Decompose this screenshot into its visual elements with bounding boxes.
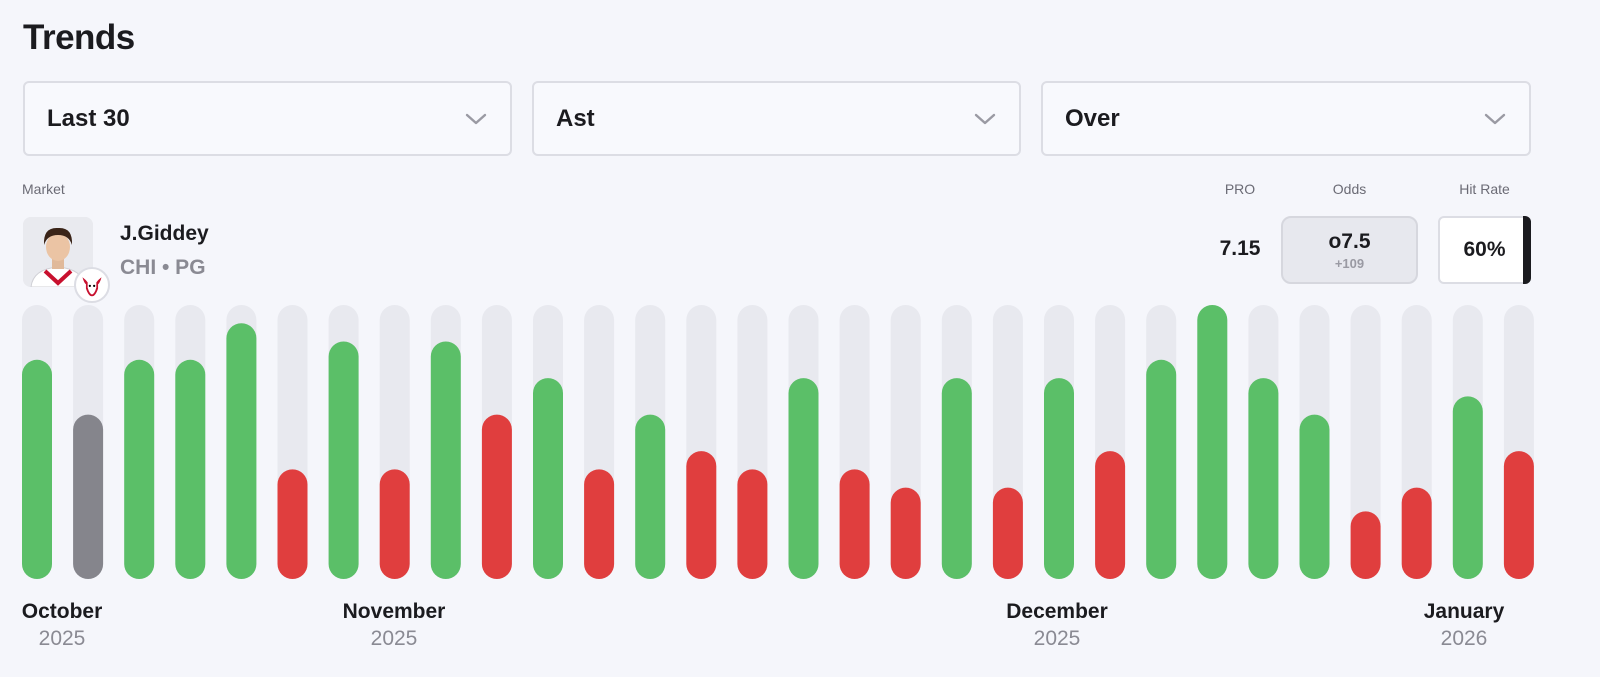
game-bar-miss[interactable] (737, 469, 768, 579)
game-bar-miss[interactable] (1095, 451, 1126, 579)
market-column-label: Market (22, 181, 65, 197)
game-bar-miss[interactable] (481, 414, 512, 579)
chevron-down-icon (465, 113, 487, 124)
player-team-position: CHI • PG (120, 256, 206, 279)
odds-line: o7.5 (1328, 230, 1371, 253)
game-bar-hit[interactable] (941, 378, 972, 579)
side-dropdown[interactable]: Over (1041, 81, 1531, 156)
month-label-december: December 2025 (1006, 600, 1108, 650)
side-dropdown-label: Over (1065, 104, 1120, 132)
odds-price: +109 (1334, 256, 1365, 271)
player-headshot-icon (23, 217, 93, 287)
chevron-down-icon (1484, 113, 1506, 124)
pro-projection-value: 7.15 (1219, 237, 1261, 260)
game-bar-hit[interactable] (1146, 359, 1177, 579)
game-bar-hit[interactable] (124, 359, 155, 579)
game-bar-hit[interactable] (1197, 305, 1228, 579)
game-bar-hit[interactable] (22, 359, 52, 579)
range-dropdown[interactable]: Last 30 (23, 81, 512, 156)
game-bar-hit[interactable] (533, 378, 563, 579)
game-bar-hit[interactable] (430, 341, 461, 579)
game-bar-hit[interactable] (1044, 378, 1074, 579)
page-title: Trends (23, 18, 135, 57)
game-bar-miss[interactable] (890, 487, 921, 579)
game-bar-miss[interactable] (379, 469, 410, 579)
stat-dropdown[interactable]: Ast (532, 81, 1021, 156)
game-bar-hit[interactable] (175, 359, 206, 579)
month-label-november: November 2025 (342, 600, 446, 650)
game-bar-miss[interactable] (839, 469, 870, 579)
game-bar-miss[interactable] (584, 469, 615, 579)
game-bar-miss[interactable] (277, 469, 308, 579)
game-bar-hit[interactable] (328, 341, 359, 579)
game-bar-hit[interactable] (1452, 396, 1483, 579)
game-bar-hit[interactable] (226, 323, 257, 579)
pro-column-label: PRO (1224, 181, 1256, 197)
hit-rate-box: 60% (1438, 216, 1531, 284)
game-bar-miss[interactable] (686, 451, 717, 579)
hit-rate-value: 60% (1463, 238, 1506, 261)
game-bar-miss[interactable] (1350, 511, 1381, 579)
range-dropdown-label: Last 30 (47, 104, 130, 132)
hit-rate-column-label: Hit Rate (1459, 181, 1510, 197)
game-bar-miss[interactable] (1401, 487, 1432, 579)
game-bar-hit[interactable] (1299, 414, 1330, 579)
game-bar-push[interactable] (73, 414, 104, 579)
hit-rate-indicator (1523, 216, 1531, 284)
odds-column-label: Odds (1332, 181, 1367, 197)
odds-button[interactable]: o7.5 +109 (1281, 216, 1418, 284)
game-bar-miss[interactable] (992, 487, 1023, 579)
chevron-down-icon (974, 113, 996, 124)
game-bar-miss[interactable] (1503, 451, 1534, 579)
player-name[interactable]: J.Giddey (120, 222, 209, 245)
team-logo-icon (74, 267, 110, 303)
game-bar-hit[interactable] (788, 378, 819, 579)
game-bar-hit[interactable] (635, 414, 666, 579)
stat-dropdown-label: Ast (556, 104, 595, 132)
player-avatar (23, 217, 93, 287)
game-bar-hit[interactable] (1248, 378, 1279, 579)
month-label-january: January 2026 (1423, 600, 1505, 650)
month-label-october: October 2025 (21, 600, 103, 650)
